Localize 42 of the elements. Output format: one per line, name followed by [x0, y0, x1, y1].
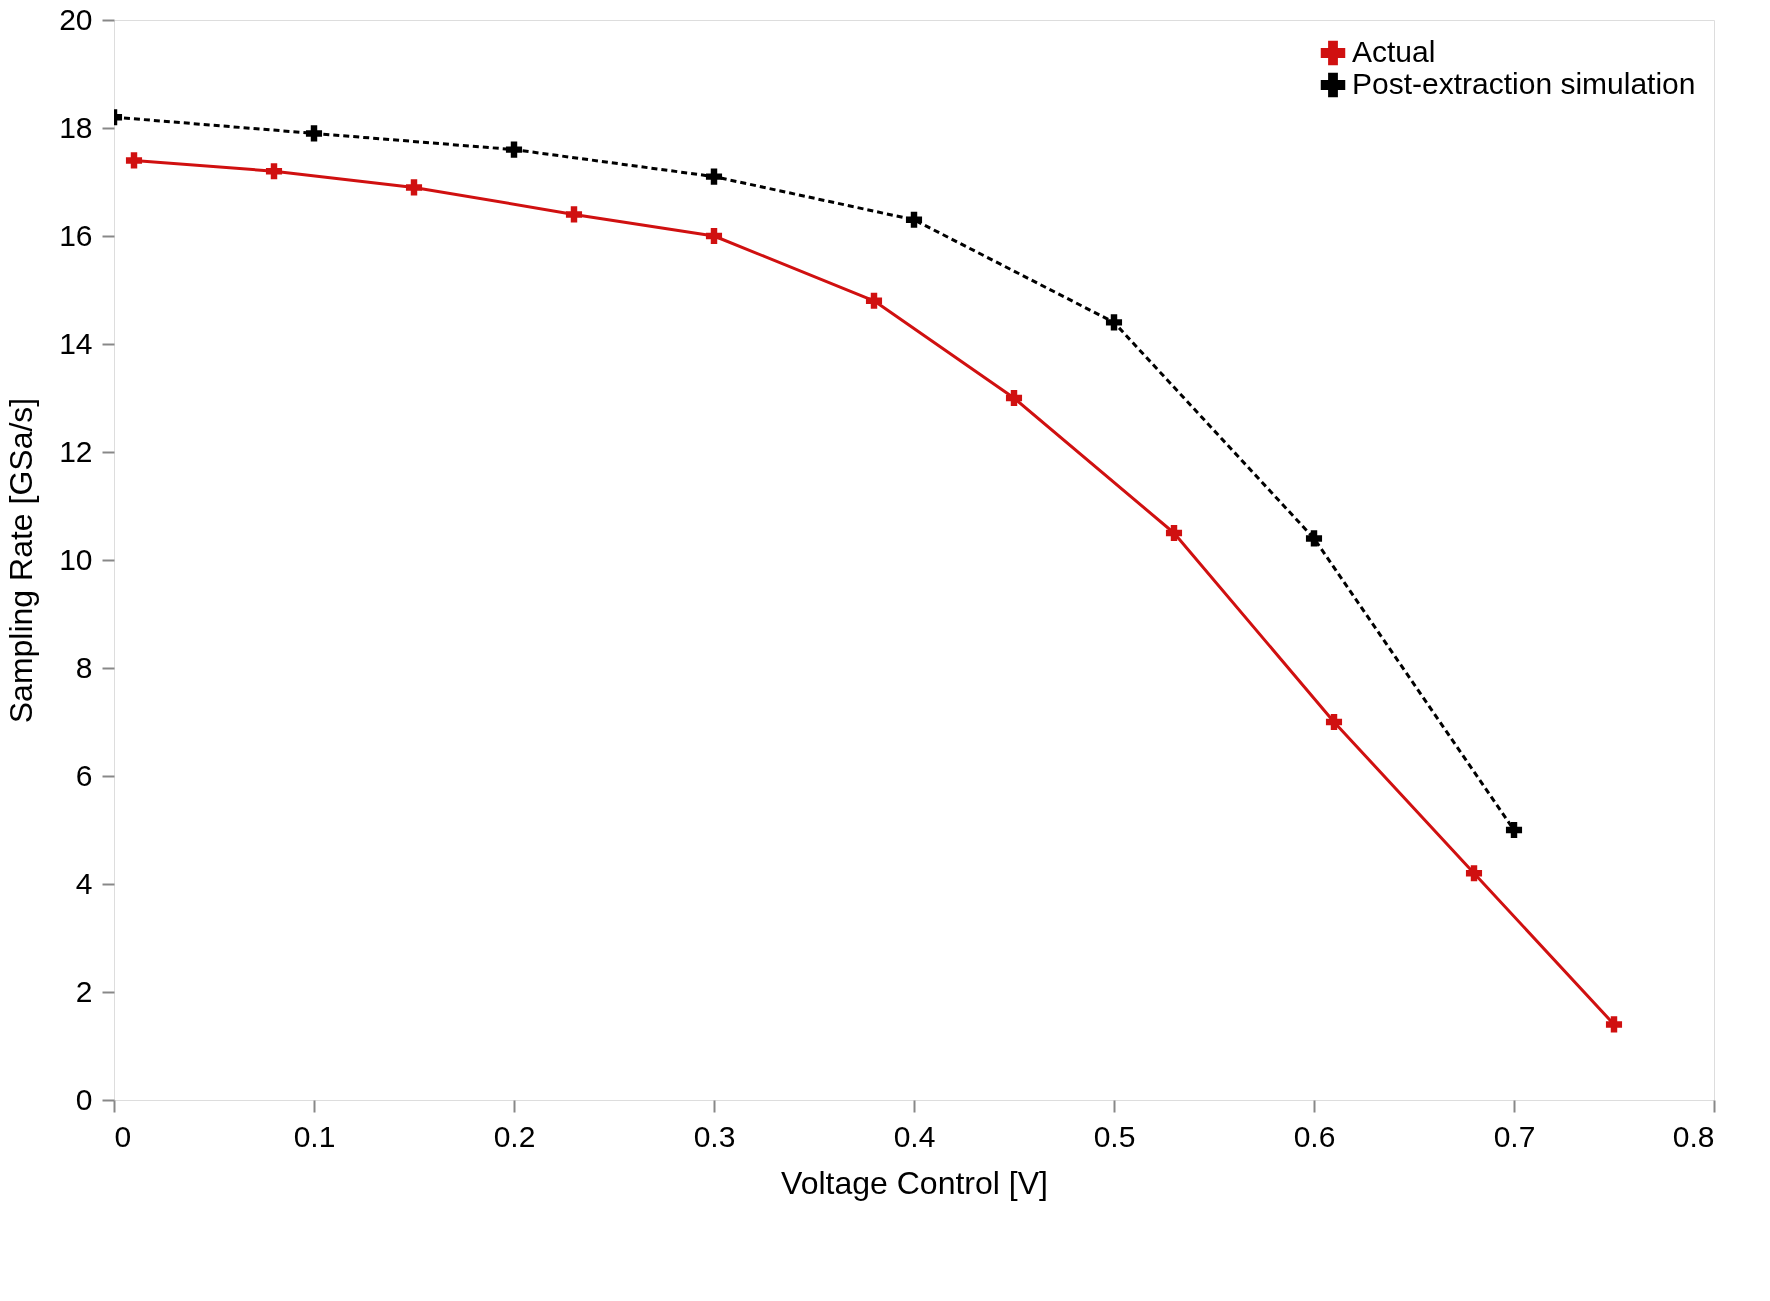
- x-tick-label: 0.6: [1293, 1119, 1336, 1153]
- x-axis-title: Voltage Control [V]: [781, 1164, 1048, 1201]
- x-tick-label: 0.7: [1493, 1119, 1536, 1153]
- y-tick-label: 0: [75, 1082, 93, 1116]
- point: [1465, 865, 1483, 882]
- y-tick-label: 20: [59, 2, 93, 36]
- y-tick-label: 16: [59, 218, 93, 252]
- point: [1005, 389, 1023, 407]
- point: [1305, 530, 1323, 547]
- x-tick-label: 0.3: [693, 1119, 736, 1153]
- y-tick-label: 14: [59, 326, 93, 360]
- point: [505, 141, 523, 158]
- point: [405, 179, 423, 196]
- y-tick-label: 6: [75, 758, 93, 792]
- y-tick-label: 4: [75, 866, 93, 900]
- x-tick-label: 0: [114, 1119, 132, 1153]
- legend-label: Post-extraction simulation: [1352, 67, 1696, 100]
- legend-label: Actual: [1352, 35, 1436, 68]
- point: [125, 152, 143, 169]
- point: [865, 292, 883, 309]
- point: [565, 206, 583, 223]
- y-tick-label: 2: [75, 974, 93, 1008]
- point: [705, 227, 723, 245]
- y-tick-label: 8: [75, 650, 93, 684]
- y-tick-label: 12: [59, 434, 93, 468]
- y-tick-label: 18: [59, 110, 93, 144]
- point: [265, 163, 283, 180]
- y-tick-label: 10: [59, 542, 93, 576]
- point: [1105, 314, 1123, 331]
- x-tick-label: 0.5: [1093, 1119, 1136, 1153]
- point: [705, 168, 723, 185]
- x-tick-label: 0.1: [293, 1119, 336, 1153]
- point: [1505, 821, 1523, 839]
- point: [1165, 524, 1183, 542]
- x-tick-label: 0.8: [1672, 1119, 1715, 1153]
- point: [905, 211, 923, 228]
- y-axis-title: Sampling Rate [GSa/s]: [3, 397, 40, 724]
- point: [305, 125, 323, 142]
- point: [1325, 713, 1343, 731]
- x-tick-label: 0.2: [493, 1119, 536, 1153]
- x-tick-label: 0.4: [893, 1119, 936, 1153]
- point: [1605, 1016, 1623, 1033]
